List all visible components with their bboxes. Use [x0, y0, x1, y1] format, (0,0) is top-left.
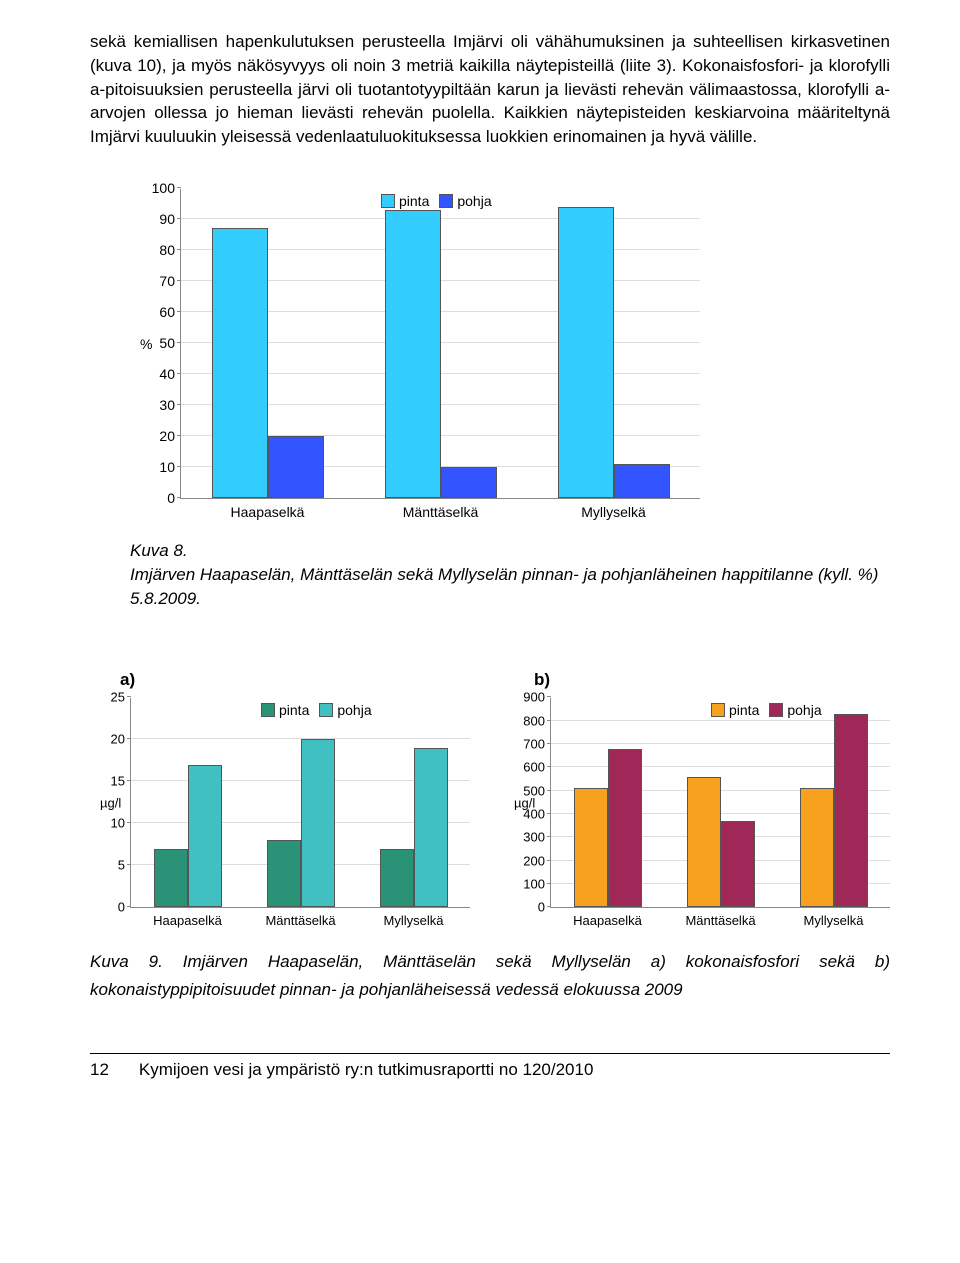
panel-a-label: a) — [120, 670, 474, 690]
legend-label: pinta — [729, 702, 759, 718]
legend-swatch — [261, 703, 275, 717]
bar — [441, 467, 497, 498]
y-tick-label: 900 — [523, 690, 551, 705]
y-tick-label: 300 — [523, 830, 551, 845]
y-tick-label: 800 — [523, 713, 551, 728]
category-label: Myllyselkä — [581, 504, 646, 520]
legend: pinta pohja — [381, 193, 492, 209]
category-label: Haapaselkä — [153, 913, 222, 928]
legend-label: pohja — [457, 193, 491, 209]
y-tick-label: 80 — [159, 242, 181, 258]
category-label: Haapaselkä — [231, 504, 305, 520]
bar — [385, 210, 441, 498]
y-tick-label: 30 — [159, 397, 181, 413]
bar — [267, 840, 301, 907]
bar — [212, 228, 268, 498]
bar-group: Haapaselkä — [574, 698, 642, 907]
bar-group: Mänttäselkä — [267, 698, 335, 907]
y-tick-label: 50 — [159, 335, 181, 351]
y-tick-label: 0 — [167, 490, 181, 506]
bar-group: Mänttäselkä — [385, 189, 497, 498]
y-tick-label: 20 — [111, 732, 131, 747]
bar-group: Myllyselkä — [380, 698, 448, 907]
legend-item: pohja — [319, 702, 371, 718]
legend-swatch — [769, 703, 783, 717]
legend-swatch — [319, 703, 333, 717]
caption-kuva9: Kuva 9. Imjärven Haapaselän, Mänttäselän… — [90, 948, 890, 1002]
y-tick-label: 40 — [159, 366, 181, 382]
legend-item: pinta — [711, 702, 759, 718]
legend: pinta pohja — [711, 702, 822, 718]
y-tick-label: 60 — [159, 304, 181, 320]
bar — [268, 436, 324, 498]
bar — [188, 765, 222, 908]
y-tick-label: 70 — [159, 273, 181, 289]
y-tick-label: 10 — [159, 459, 181, 475]
bar-group: Mänttäselkä — [687, 698, 755, 907]
legend: pinta pohja — [261, 702, 372, 718]
bar — [154, 849, 188, 908]
bar — [301, 739, 335, 907]
category-label: Myllyselkä — [384, 913, 444, 928]
y-tick-label: 100 — [523, 877, 551, 892]
legend-label: pinta — [279, 702, 309, 718]
bar — [721, 821, 755, 907]
bar — [574, 788, 608, 907]
footer-text: Kymijoen vesi ja ympäristö ry:n tutkimus… — [139, 1060, 593, 1080]
chart-kuva9a: 0510152025HaapaselkäMänttäselkäMyllyselk… — [130, 698, 470, 938]
legend-item: pohja — [439, 193, 491, 209]
legend-item: pinta — [261, 702, 309, 718]
y-tick-label: 0 — [538, 900, 551, 915]
y-tick-label: 20 — [159, 428, 181, 444]
chart-kuva8: 0102030405060708090100HaapaselkäMänttäse… — [180, 189, 700, 529]
category-label: Mänttäselkä — [403, 504, 478, 520]
legend-item: pohja — [769, 702, 821, 718]
y-axis-label: µg/l — [514, 796, 535, 811]
bar — [608, 749, 642, 908]
page-number: 12 — [90, 1060, 109, 1080]
category-label: Haapaselkä — [573, 913, 642, 928]
legend-swatch — [439, 194, 453, 208]
caption-kuva8: Kuva 8.Imjärven Haapaselän, Mänttäselän … — [130, 539, 890, 610]
bar-group: Myllyselkä — [558, 189, 670, 498]
bar-group: Haapaselkä — [212, 189, 324, 498]
footer: 12 Kymijoen vesi ja ympäristö ry:n tutki… — [90, 1053, 890, 1080]
y-tick-label: 5 — [118, 858, 131, 873]
category-label: Mänttäselkä — [265, 913, 335, 928]
legend-label: pinta — [399, 193, 429, 209]
category-label: Mänttäselkä — [685, 913, 755, 928]
category-label: Myllyselkä — [804, 913, 864, 928]
bar — [414, 748, 448, 908]
bar — [834, 714, 868, 908]
chart-kuva9b: 0100200300400500600700800900HaapaselkäMä… — [550, 698, 890, 938]
panel-b-label: b) — [534, 670, 890, 690]
y-axis-label: % — [140, 336, 152, 352]
bar — [800, 788, 834, 907]
y-tick-label: 10 — [111, 816, 131, 831]
y-tick-label: 100 — [152, 180, 181, 196]
y-tick-label: 200 — [523, 853, 551, 868]
bar — [380, 849, 414, 908]
legend-swatch — [711, 703, 725, 717]
legend-swatch — [381, 194, 395, 208]
body-paragraph: sekä kemiallisen hapenkulutuksen peruste… — [90, 30, 890, 149]
y-tick-label: 25 — [111, 690, 131, 705]
bar-group: Myllyselkä — [800, 698, 868, 907]
bar-group: Haapaselkä — [154, 698, 222, 907]
legend-label: pohja — [787, 702, 821, 718]
bar — [687, 777, 721, 908]
y-tick-label: 700 — [523, 737, 551, 752]
legend-item: pinta — [381, 193, 429, 209]
y-tick-label: 0 — [118, 900, 131, 915]
y-tick-label: 90 — [159, 211, 181, 227]
y-tick-label: 15 — [111, 774, 131, 789]
y-axis-label: µg/l — [100, 796, 121, 811]
bar — [558, 207, 614, 498]
bar — [614, 464, 670, 498]
y-tick-label: 600 — [523, 760, 551, 775]
legend-label: pohja — [337, 702, 371, 718]
